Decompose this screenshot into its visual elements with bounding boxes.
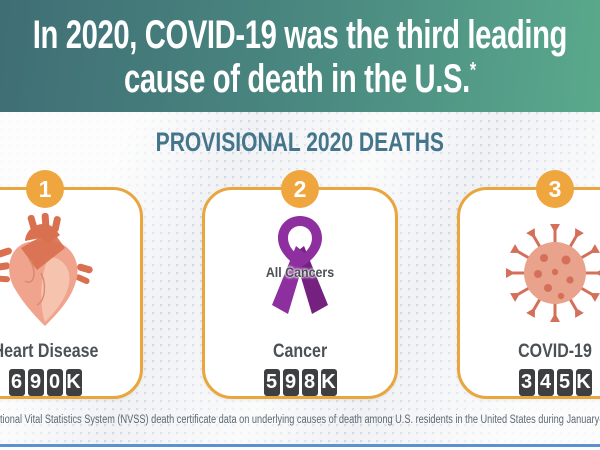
bottom-divider [0, 444, 600, 447]
count-digit: K [320, 369, 337, 396]
ribbon-caption: All Cancers [265, 264, 335, 280]
death-count-heart-disease: 6 9 0 K [8, 369, 82, 396]
section-title: PROVISIONAL 2020 DEATHS [155, 127, 445, 157]
count-digit: 0 [46, 369, 63, 396]
rank-badge-1: 1 [26, 170, 64, 208]
cause-card-cancer: 2 All Cancers Cancer 5 9 8 K [202, 170, 398, 399]
coronavirus-icon [460, 210, 600, 335]
death-count-cancer: 5 9 8 K [263, 369, 337, 396]
section-title-row: PROVISIONAL 2020 DEATHS [0, 127, 600, 158]
death-count-covid19: 3 4 5 K [518, 369, 592, 396]
count-digit: 6 [8, 369, 25, 396]
footnote-asterisk: * [469, 57, 476, 83]
count-digit: 9 [282, 369, 299, 396]
cause-label-cancer: Cancer [272, 340, 328, 362]
cause-card-heart-disease: 1 [0, 170, 143, 399]
header-title-line2-row: cause of death in the U.S.* [0, 57, 600, 101]
content-area: PROVISIONAL 2020 DEATHS 1 [0, 112, 600, 450]
count-digit: 5 [556, 369, 573, 396]
header-title-line2-text: cause of death in the U.S. [124, 57, 470, 101]
count-digit: 3 [518, 369, 535, 396]
count-digit: 8 [301, 369, 318, 396]
rank-badge-3: 3 [536, 170, 574, 208]
header-title-line2: cause of death in the U.S.* [124, 57, 476, 101]
source-footnote: tional Vital Statistics System (NVSS) de… [0, 414, 600, 426]
cause-label-heart-disease: Heart Disease [0, 340, 98, 362]
count-digit: K [575, 369, 592, 396]
heart-icon [0, 210, 140, 335]
count-digit: K [65, 369, 82, 396]
count-digit: 5 [263, 369, 280, 396]
header-title-line1: In 2020, COVID-19 was the third leading [32, 13, 568, 57]
count-digit: 9 [27, 369, 44, 396]
count-digit: 4 [537, 369, 554, 396]
rank-badge-2: 2 [281, 170, 319, 208]
awareness-ribbon-icon: All Cancers [205, 210, 395, 335]
bottom-margin [0, 446, 600, 450]
header-title-line1-row: In 2020, COVID-19 was the third leading [0, 13, 600, 57]
header-banner: In 2020, COVID-19 was the third leading … [0, 0, 600, 112]
cause-card-covid19: 3 [457, 170, 600, 399]
cause-label-covid19: COVID-19 [518, 340, 592, 362]
